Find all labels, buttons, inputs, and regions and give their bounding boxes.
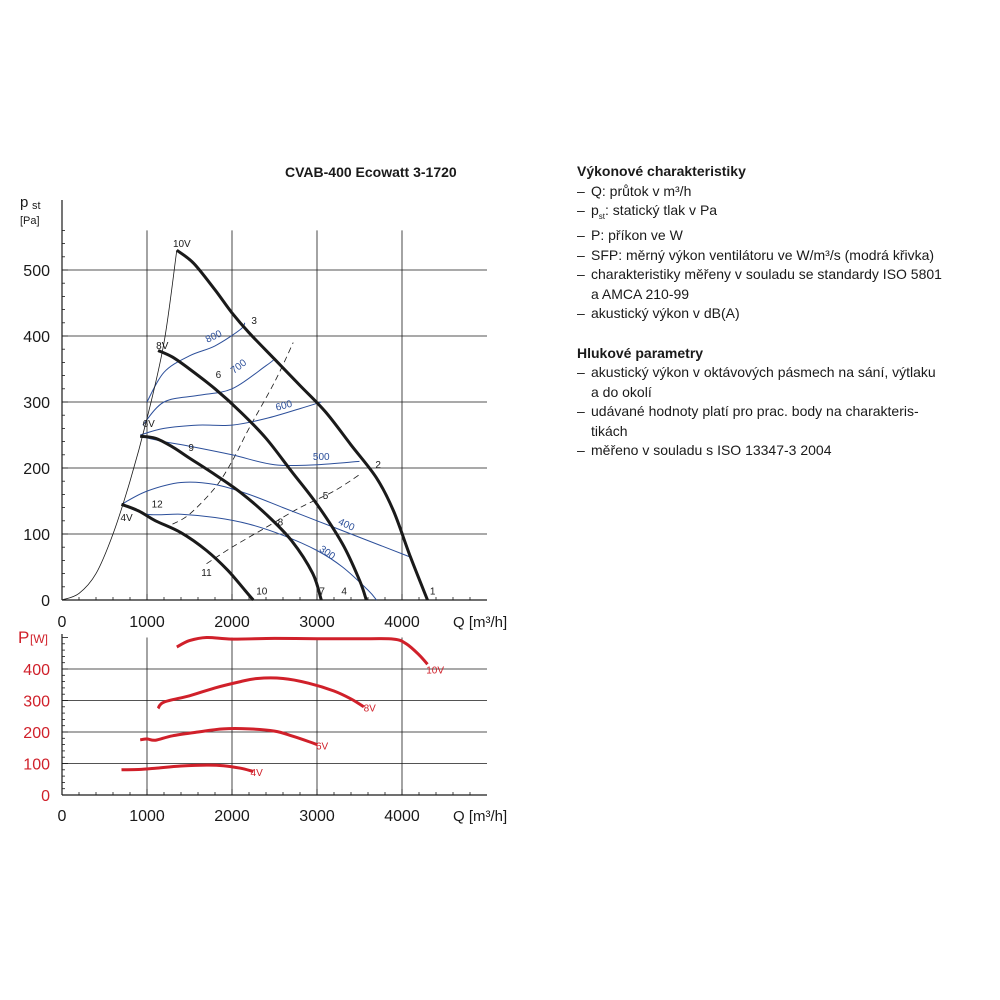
- bottom-x-tick-label: 4000: [384, 808, 420, 825]
- operating-point-label: 7: [319, 587, 325, 598]
- operating-point-label: 1: [430, 587, 436, 598]
- power-curve-8V: [156, 676, 365, 710]
- sfp-curve-400: [121, 481, 411, 558]
- legend-item-pst: pst: statický tlak v Pa: [577, 201, 987, 226]
- operating-point-label: 2: [375, 460, 381, 471]
- bottom-y-tick-label: 300: [23, 694, 50, 711]
- top-xlabel: Q [m³/h]: [453, 614, 507, 631]
- legend-item-values: udávané hodnoty platí pro prac. body na …: [577, 402, 987, 441]
- operating-point-label: 9: [188, 443, 194, 454]
- top-y-tick-label: 300: [23, 395, 50, 412]
- legend-item-measured: měřeno v souladu s ISO 13347-3 2004: [577, 441, 987, 461]
- bottom-xlabel: Q [m³/h]: [453, 808, 507, 825]
- legend-section-noise-title: Hlukové parametry: [577, 344, 704, 361]
- sfp-label: 300: [317, 544, 337, 563]
- operating-point-label: 8: [278, 517, 284, 528]
- legend-item-iso-text: charakteristiky měřeny v souladu se stan…: [591, 266, 942, 283]
- legend-item-iso-cont: a AMCA 210-99: [591, 285, 690, 302]
- system-envelope-curve: [61, 250, 178, 601]
- bottom-y-tick-label: 400: [23, 662, 50, 679]
- static-pressure-chart: 0 1000 2000 3000 400001002003004005008007006…: [23, 200, 487, 631]
- legend-section-performance-title: Výkonové charakteristiky: [577, 163, 746, 179]
- operating-point-label: 8V: [156, 341, 169, 352]
- operating-point-label: 3: [251, 316, 257, 327]
- sfp-curve-600: [140, 401, 322, 436]
- sfp-label: 400: [336, 517, 356, 534]
- legend-item-iso: charakteristiky měřeny v souladu se stan…: [577, 265, 987, 304]
- legend-item-octave-cont: a do okolí: [591, 383, 652, 400]
- operating-point-label: 10: [256, 587, 268, 598]
- top-x-tick-label: 3000: [299, 614, 335, 631]
- power-curve-label: 8V: [364, 704, 377, 715]
- legend-item-sfp: SFP: měrný výkon ventilátoru ve W/m³/s (…: [577, 246, 987, 266]
- power-curve-label: 4V: [251, 768, 264, 779]
- legend-item-q: Q: průtok v m³/h: [577, 182, 987, 202]
- power-curve-label: 6V: [316, 741, 329, 752]
- sfp-label: 600: [275, 399, 294, 414]
- top-y-tick-label: 400: [23, 329, 50, 346]
- bottom-y-tick-label: 100: [23, 757, 50, 774]
- operating-point-label: 11: [201, 568, 212, 579]
- sfp-curve-800: [146, 322, 246, 403]
- top-y-tick-label: 100: [23, 527, 50, 544]
- legend-panel: Výkonové charakteristiky Q: průtok v m³/…: [577, 162, 987, 461]
- operating-point-label: 4: [341, 587, 347, 598]
- fan-curve-4V: [120, 502, 255, 602]
- legend-item-values-text: udávané hodnoty platí pro prac. body na …: [591, 403, 919, 420]
- operating-point-label: 12: [152, 500, 164, 511]
- top-ylabel-main: p: [20, 194, 28, 211]
- top-y-tick-label: 0: [41, 593, 50, 610]
- fan-curve-8V: [157, 349, 368, 601]
- legend-item-values-cont: tikách: [591, 422, 628, 439]
- top-x-tick-label: 4000: [384, 614, 420, 631]
- top-ylabel-sub: st: [32, 200, 41, 212]
- legend-item-octave-text: akustický výkon v oktávových pásmech na …: [591, 364, 936, 381]
- bottom-x-tick-label: 1000: [129, 808, 165, 825]
- sfp-label: 500: [313, 452, 330, 463]
- operating-point-label: 4V: [120, 513, 133, 524]
- operating-point-label: 6V: [143, 419, 156, 430]
- bottom-y-tick-label: 0: [41, 788, 50, 805]
- top-x-tick-label: 0: [58, 614, 67, 631]
- top-y-tick-label: 200: [23, 461, 50, 478]
- legend-item-octave: akustický výkon v oktávových pásmech na …: [577, 363, 987, 402]
- power-curve-label: 10V: [426, 666, 444, 677]
- legend-item-acoustic: akustický výkon v dB(A): [577, 304, 987, 324]
- legend-performance-list: Q: průtok v m³/h pst: statický tlak v Pa…: [577, 182, 987, 324]
- power-chart: 0 1000 2000 3000 4000 0 100 200 300 400 10V 8V 6V 4V: [23, 634, 487, 825]
- operating-point-label: 5: [323, 491, 329, 502]
- legend-noise-list: akustický výkon v oktávových pásmech na …: [577, 363, 987, 461]
- bottom-ylabel-main: P: [18, 628, 29, 647]
- sfp-curve-300: [121, 503, 377, 601]
- fan-curve-10V: [175, 248, 429, 601]
- bottom-x-tick-label: 2000: [214, 808, 250, 825]
- bottom-x-tick-label: 0: [58, 808, 67, 825]
- bottom-x-tick-label: 3000: [299, 808, 335, 825]
- power-curve-6V: [139, 727, 318, 747]
- bottom-ylabel-unit: [W]: [30, 632, 48, 646]
- chart-title: CVAB-400 Ecowatt 3-1720: [285, 164, 457, 180]
- sfp-curve-700: [142, 358, 275, 426]
- bottom-y-tick-label: 200: [23, 725, 50, 742]
- top-x-tick-label: 2000: [214, 614, 250, 631]
- top-ylabel-unit: [Pa]: [20, 215, 40, 227]
- power-curve-4V: [121, 763, 254, 773]
- operating-point-label: 6: [216, 370, 222, 381]
- power-curve-10V: [176, 635, 429, 666]
- legend-item-p: P: příkon ve W: [577, 226, 987, 246]
- top-y-tick-label: 500: [23, 263, 50, 280]
- operating-point-label: 10V: [173, 239, 191, 250]
- top-x-tick-label: 1000: [129, 614, 165, 631]
- fan-curve-6V: [140, 434, 323, 601]
